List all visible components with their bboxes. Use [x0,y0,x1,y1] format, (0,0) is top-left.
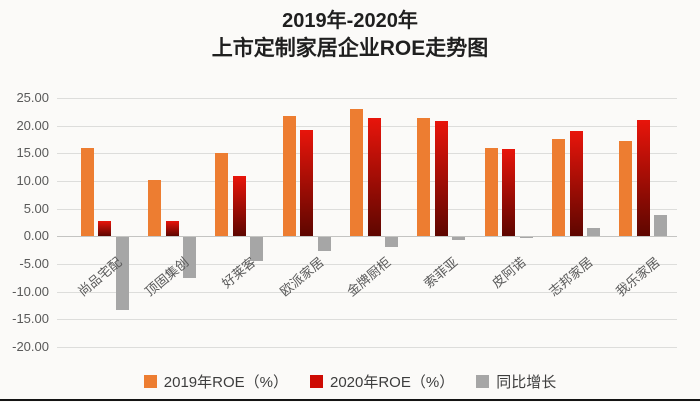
y-tick-label: -10.00 [12,283,49,299]
gridline [57,153,677,155]
bar-欧派家居-同比增长 [317,237,331,251]
legend-item-2020年ROE（%）: 2020年ROE（%） [309,371,455,392]
legend-swatch-icon [476,375,490,388]
bar-金牌厨柜-2020年ROE（%） [367,118,381,237]
gridline [57,291,677,293]
legend-label: 2020年ROE（%） [329,374,455,391]
y-tick-label: 15.00 [16,145,49,161]
bar-皮阿诺-2020年ROE（%） [502,149,516,237]
chart-title-line-2: 上市定制家居企业ROE走势图 [211,37,489,60]
bar-尚品宅配-2019年ROE（%） [80,147,94,237]
y-tick-label: -20.00 [12,339,49,354]
bar-志邦家居-2020年ROE（%） [569,130,583,237]
bar-我乐家居-2020年ROE（%） [636,119,650,237]
gridline [57,208,677,210]
y-tick-label: 5.00 [23,200,49,216]
bar-索菲亚-2020年ROE（%） [434,120,448,237]
plot-area [57,98,677,348]
gridline [57,98,677,99]
bar-索菲亚-2019年ROE（%） [417,117,431,237]
bar-金牌厨柜-2019年ROE（%） [350,108,363,237]
y-tick-label: 0.00 [23,228,49,244]
bottom-divider-line [0,399,700,401]
bar-皮阿诺-2019年ROE（%） [484,148,498,237]
y-tick-label: 25.00 [16,90,49,105]
bar-顶固集创-2019年ROE（%） [148,179,161,237]
bar-我乐家居-同比增长 [654,214,668,237]
bar-尚品宅配-同比增长 [115,237,129,311]
gridline [57,264,677,265]
bar-欧派家居-2020年ROE（%） [300,129,314,237]
chart-title-line-1: 2019年-2020年 [282,10,418,32]
bar-顶固集创-同比增长 [183,237,196,279]
bar-好莱客-2019年ROE（%） [215,152,229,237]
legend-swatch-icon [309,375,323,388]
bar-好莱客-同比增长 [250,237,264,261]
bar-志邦家居-同比增长 [587,228,600,237]
bar-好莱客-2020年ROE（%） [232,176,246,237]
gridline [57,181,677,182]
gridline [57,125,677,127]
x-axis-zero-line [57,236,677,238]
legend-label: 2019年ROE（%） [163,374,288,391]
gridline [57,319,677,321]
bar-皮阿诺-同比增长 [519,237,533,239]
legend-swatch-icon [143,375,157,388]
bar-金牌厨柜-同比增长 [385,237,398,248]
bar-我乐家居-2019年ROE（%） [619,141,633,237]
bar-索菲亚-同比增长 [452,237,466,241]
legend-label: 同比增长 [496,374,557,391]
y-tick-label: -5.00 [19,256,49,271]
gridline [57,347,677,348]
bar-尚品宅配-2020年ROE（%） [98,220,112,237]
bar-欧派家居-2019年ROE（%） [282,116,296,237]
chart-title: 2019年-2020年 上市定制家居企业ROE走势图 [0,8,700,63]
bar-顶固集创-2020年ROE（%） [165,220,179,237]
y-tick-label: 10.00 [16,173,49,188]
chart-legend: 2019年ROE（%） 2020年ROE（%） 同比增长 [0,371,700,392]
legend-item-2019年ROE（%）: 2019年ROE（%） [143,371,288,392]
legend-item-同比增长: 同比增长 [476,371,556,392]
y-tick-label: -15.00 [12,311,49,327]
bar-志邦家居-2019年ROE（%） [552,138,565,237]
y-tick-label: 20.00 [16,117,49,133]
